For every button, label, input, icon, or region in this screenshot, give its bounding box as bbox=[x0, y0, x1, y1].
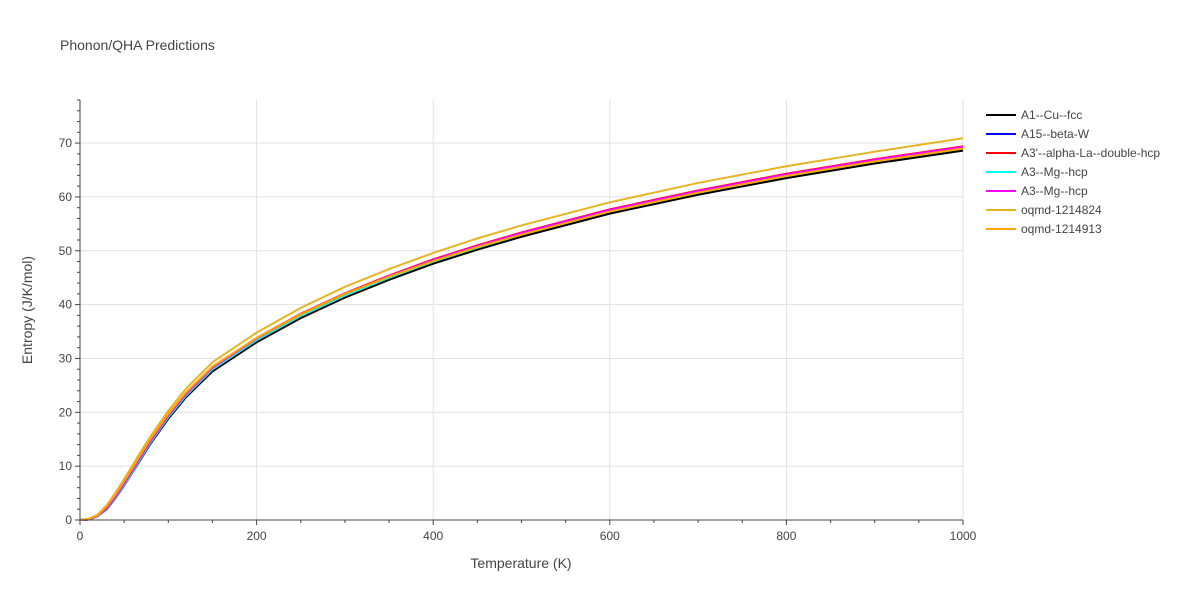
y-tick-label: 0 bbox=[65, 513, 72, 527]
series-line-2 bbox=[79, 145, 964, 521]
x-axis-label: Temperature (K) bbox=[470, 555, 571, 571]
legend-label: A3'--alpha-La--double-hcp bbox=[1021, 146, 1160, 160]
series-line-5 bbox=[79, 137, 964, 521]
y-gridlines bbox=[80, 142, 963, 467]
legend-item[interactable]: A3--Mg--hcp bbox=[986, 184, 1088, 198]
x-tick-label: 1000 bbox=[950, 529, 977, 543]
y-tick-label: 40 bbox=[59, 298, 73, 312]
legend-item[interactable]: oqmd-1214824 bbox=[986, 203, 1102, 217]
plot-lines bbox=[79, 137, 964, 521]
y-axis-label: Entropy (J/K/mol) bbox=[19, 256, 35, 364]
x-tick-label: 0 bbox=[77, 529, 84, 543]
legend-label: A3--Mg--hcp bbox=[1021, 165, 1088, 179]
y-tick-label: 30 bbox=[59, 351, 73, 365]
x-tick-label: 200 bbox=[247, 529, 267, 543]
y-tick-label: 50 bbox=[59, 244, 73, 258]
legend-label: A1--Cu--fcc bbox=[1021, 108, 1082, 122]
legend-item[interactable]: A3--Mg--hcp bbox=[986, 165, 1088, 179]
x-tick-label: 600 bbox=[600, 529, 620, 543]
legend: A1--Cu--fcc A15--beta-W A3'--alpha-La--dou… bbox=[986, 108, 1160, 236]
legend-label: oqmd-1214824 bbox=[1021, 203, 1102, 217]
series-line-3 bbox=[79, 147, 964, 521]
x-tick-labels: 0 200 400 600 800 1000 bbox=[77, 529, 977, 543]
legend-label: oqmd-1214913 bbox=[1021, 222, 1102, 236]
legend-item[interactable]: A3'--alpha-La--double-hcp bbox=[986, 146, 1160, 160]
series-line-6 bbox=[79, 147, 964, 521]
legend-label: A3--Mg--hcp bbox=[1021, 184, 1088, 198]
y-tick-label: 60 bbox=[59, 190, 73, 204]
x-tick-label: 800 bbox=[776, 529, 796, 543]
y-tick-label: 70 bbox=[59, 136, 73, 150]
chart-title: Phonon/QHA Predictions bbox=[60, 37, 215, 53]
y-tick-labels: 0 10 20 30 40 50 60 70 bbox=[59, 136, 73, 527]
x-gridlines bbox=[256, 100, 964, 520]
axes bbox=[75, 99, 964, 525]
y-tick-label: 10 bbox=[59, 459, 73, 473]
legend-item[interactable]: A15--beta-W bbox=[986, 127, 1090, 141]
series-line-4 bbox=[79, 145, 964, 521]
x-tick-label: 400 bbox=[423, 529, 443, 543]
series-line-1 bbox=[79, 146, 964, 521]
y-tick-label: 20 bbox=[59, 405, 73, 419]
legend-item[interactable]: oqmd-1214913 bbox=[986, 222, 1102, 236]
legend-label: A15--beta-W bbox=[1021, 127, 1090, 141]
series-line-0 bbox=[79, 149, 964, 521]
legend-item[interactable]: A1--Cu--fcc bbox=[986, 108, 1082, 122]
